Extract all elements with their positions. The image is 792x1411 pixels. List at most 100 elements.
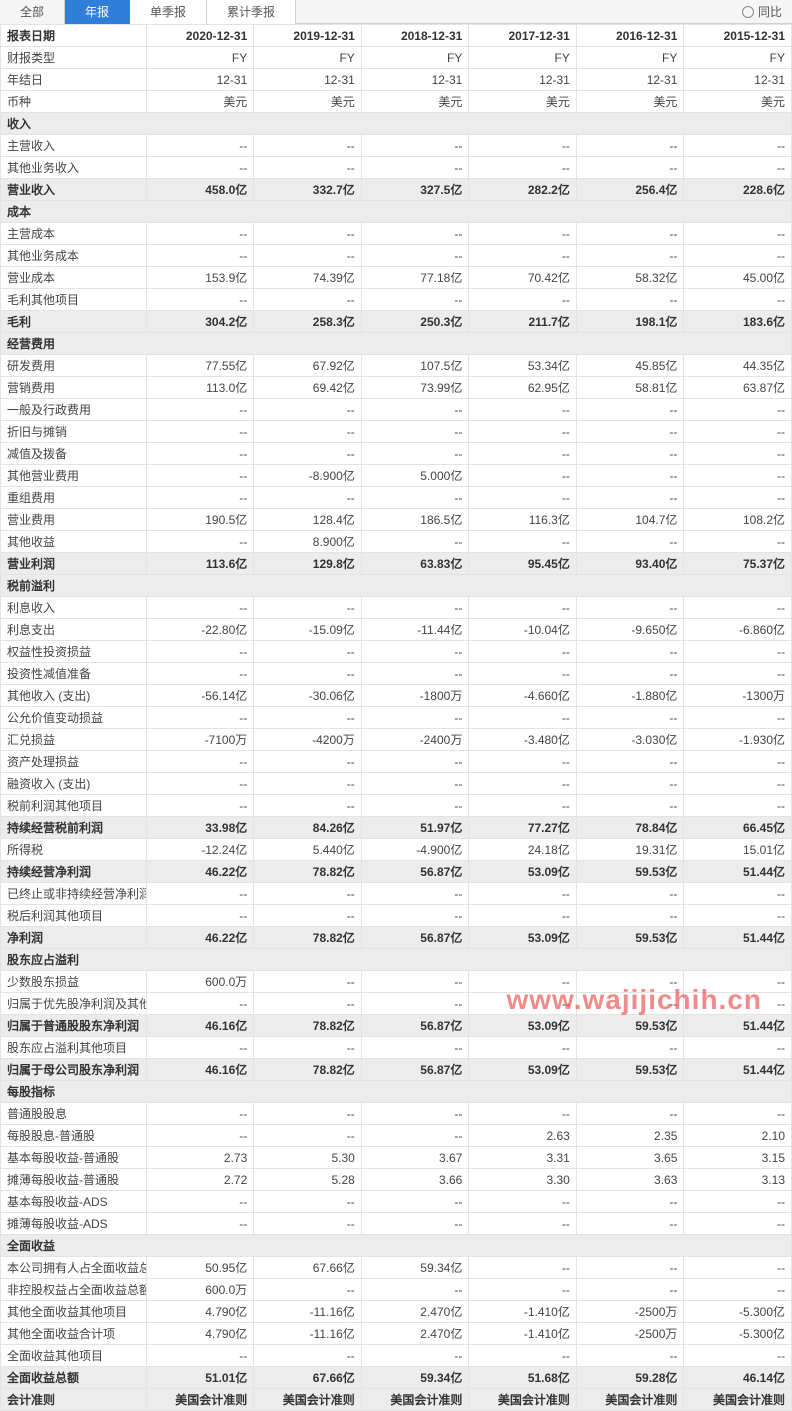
cell: --	[684, 773, 792, 795]
cell: 458.0亿	[146, 179, 254, 201]
cell: 19.31亿	[576, 839, 684, 861]
tab-all[interactable]: 全部	[0, 0, 65, 24]
table-header-row: 报表日期 2020-12-31 2019-12-31 2018-12-31 20…	[1, 25, 792, 47]
table-row: 非控股权益占全面收益总额600.0万----------	[1, 1279, 792, 1301]
cell: 24.18亿	[469, 839, 577, 861]
cell: -1.410亿	[469, 1301, 577, 1323]
cell: --	[361, 795, 469, 817]
cell: --	[684, 707, 792, 729]
row-label: 净利润	[1, 927, 147, 949]
cell: --	[254, 399, 362, 421]
row-label: 营业费用	[1, 509, 147, 531]
cell: --	[254, 993, 362, 1015]
cell: -1.880亿	[576, 685, 684, 707]
cell: 51.44亿	[684, 1059, 792, 1081]
cell: 美元	[684, 91, 792, 113]
cell: 78.84亿	[576, 817, 684, 839]
row-label: 投资性减值准备	[1, 663, 147, 685]
table-row: 会计准则美国会计准则美国会计准则美国会计准则美国会计准则美国会计准则美国会计准则	[1, 1389, 792, 1411]
cell: --	[576, 465, 684, 487]
cell: 59.53亿	[576, 1015, 684, 1037]
cell: --	[254, 905, 362, 927]
table-row: 持续经营税前利润33.98亿84.26亿51.97亿77.27亿78.84亿66…	[1, 817, 792, 839]
cell: 77.27亿	[469, 817, 577, 839]
cell: --	[254, 1037, 362, 1059]
table-row: 营销费用113.0亿69.42亿73.99亿62.95亿58.81亿63.87亿	[1, 377, 792, 399]
cell: --	[361, 289, 469, 311]
cell: -4200万	[254, 729, 362, 751]
cell: --	[146, 795, 254, 817]
cell: -8.900亿	[254, 465, 362, 487]
cell: 5.30	[254, 1147, 362, 1169]
cell: 美元	[361, 91, 469, 113]
cell: --	[469, 993, 577, 1015]
cell: --	[576, 1257, 684, 1279]
cell: --	[469, 1037, 577, 1059]
table-row: 融资收入 (支出)------------	[1, 773, 792, 795]
row-label: 主营收入	[1, 135, 147, 157]
tab-cumulative-quarter[interactable]: 累计季报	[207, 0, 296, 24]
row-label: 本公司拥有人占全面收益总额	[1, 1257, 147, 1279]
cell: --	[254, 971, 362, 993]
cell: --	[576, 289, 684, 311]
cell: --	[254, 245, 362, 267]
cell: 3.31	[469, 1147, 577, 1169]
cell: --	[146, 135, 254, 157]
cell: --	[361, 443, 469, 465]
cell: --	[146, 531, 254, 553]
table-row: 投资性减值准备------------	[1, 663, 792, 685]
table-row: 主营成本------------	[1, 223, 792, 245]
cell: --	[146, 707, 254, 729]
cell: --	[469, 971, 577, 993]
col-header: 2016-12-31	[576, 25, 684, 47]
table-row: 股东应占溢利其他项目------------	[1, 1037, 792, 1059]
cell: -1800万	[361, 685, 469, 707]
tab-single-quarter[interactable]: 单季报	[130, 0, 207, 24]
cell: --	[254, 597, 362, 619]
cell: -9.650亿	[576, 619, 684, 641]
cell: --	[146, 751, 254, 773]
cell: 15.01亿	[684, 839, 792, 861]
table-row: 财报类型FYFYFYFYFYFY	[1, 47, 792, 69]
cell: --	[254, 289, 362, 311]
cell: -15.09亿	[254, 619, 362, 641]
cell: -11.16亿	[254, 1323, 362, 1345]
cell: 3.63	[576, 1169, 684, 1191]
table-row: 归属于优先股净利润及其他项------------	[1, 993, 792, 1015]
table-row: 其他营业费用---8.900亿5.000亿------	[1, 465, 792, 487]
cell: 69.42亿	[254, 377, 362, 399]
cell: --	[469, 1191, 577, 1213]
cell: 75.37亿	[684, 553, 792, 575]
cell: 59.34亿	[361, 1367, 469, 1389]
table-row: 其他业务收入------------	[1, 157, 792, 179]
table-row: 每股指标	[1, 1081, 792, 1103]
table-row: 税后利润其他项目------------	[1, 905, 792, 927]
cell: --	[684, 993, 792, 1015]
cell: --	[684, 531, 792, 553]
cell: --	[469, 531, 577, 553]
cell: --	[469, 641, 577, 663]
cell: --	[469, 399, 577, 421]
yoy-label: 同比	[758, 0, 782, 24]
cell: --	[254, 641, 362, 663]
cell: --	[684, 443, 792, 465]
cell: 153.9亿	[146, 267, 254, 289]
cell: --	[469, 597, 577, 619]
cell: --	[361, 971, 469, 993]
cell: -11.16亿	[254, 1301, 362, 1323]
cell: --	[684, 597, 792, 619]
cell: --	[146, 773, 254, 795]
cell: --	[361, 531, 469, 553]
cell: --	[576, 663, 684, 685]
table-row: 每股股息-普通股------2.632.352.10	[1, 1125, 792, 1147]
cell: 53.34亿	[469, 355, 577, 377]
cell: --	[684, 1103, 792, 1125]
tab-annual[interactable]: 年报	[65, 0, 130, 24]
cell: 327.5亿	[361, 179, 469, 201]
yoy-toggle[interactable]: 同比	[742, 0, 782, 24]
section-label: 收入	[1, 113, 792, 135]
row-label: 摊薄每股收益-普通股	[1, 1169, 147, 1191]
row-label: 税前利润其他项目	[1, 795, 147, 817]
cell: --	[146, 663, 254, 685]
cell: --	[576, 795, 684, 817]
